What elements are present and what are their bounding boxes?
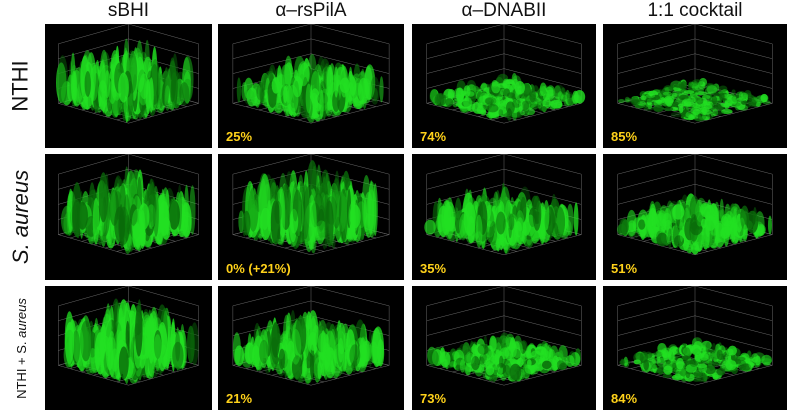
percent-reduction-label: 25% <box>226 129 253 144</box>
column-header-anti-rspila: α–rsPilA <box>275 0 347 21</box>
micrograph-panel: 74% <box>412 24 596 148</box>
biofilm-3d-render <box>232 24 390 124</box>
percent-reduction-label: 35% <box>420 261 447 276</box>
biofilm-mass <box>238 160 378 254</box>
row-label-text: NTHI + S. aureus <box>13 297 29 399</box>
biofilm-mass <box>232 309 385 385</box>
micrograph-panel: 35% <box>412 154 596 280</box>
micrograph-panel: 85% <box>603 24 787 148</box>
percent-reduction-label: 84% <box>611 391 638 406</box>
column-header-anti-dnabii: α–DNABII <box>461 0 547 21</box>
row-label-s-aureus: S. aureus <box>0 154 42 280</box>
percent-reduction-label: 21% <box>226 391 253 406</box>
biofilm-mass <box>56 38 194 123</box>
biofilm-3d-render <box>56 24 199 124</box>
biofilm-mass <box>429 72 586 121</box>
percent-reduction-label: 85% <box>611 129 638 144</box>
row-label-nthi: NTHI <box>0 24 42 148</box>
biofilm-3d-render <box>424 154 582 256</box>
biofilm-3d-render <box>58 154 199 256</box>
biofilm-mass <box>424 182 579 254</box>
micrograph-panel <box>45 286 212 410</box>
biofilm-mass <box>427 332 582 383</box>
micrograph-panel: 0% (+21%) <box>218 154 404 280</box>
biofilm-3d-render <box>616 154 773 256</box>
biofilm-mass <box>60 166 196 255</box>
biofilm-mass <box>617 77 771 122</box>
biofilm-mass <box>616 193 773 255</box>
micrograph-panel <box>45 154 212 280</box>
column-header-cocktail: 1:1 cocktail <box>647 0 743 21</box>
biofilm-3d-render <box>617 24 773 124</box>
biofilm-3d-render <box>232 286 390 386</box>
biofilm-3d-render <box>58 286 199 386</box>
biofilm-mass <box>236 53 384 123</box>
biofilm-mass <box>619 337 773 383</box>
biofilm-3d-render <box>617 286 773 386</box>
micrograph-panel: 84% <box>603 286 787 410</box>
biofilm-3d-render <box>426 24 586 124</box>
micrograph-panel <box>45 24 212 148</box>
micrograph-panel: 51% <box>603 154 787 280</box>
row-label-nthi-plus-s-aureus: NTHI + S. aureus <box>0 286 42 410</box>
percent-reduction-label: 73% <box>420 391 447 406</box>
biofilm-3d-render <box>232 154 390 256</box>
row-label-text: NTHI <box>8 60 34 112</box>
percent-reduction-label: 0% (+21%) <box>226 261 291 276</box>
column-header-sbhi: sBHI <box>107 0 150 21</box>
biofilm-3d-render <box>426 286 582 386</box>
micrograph-panel: 73% <box>412 286 596 410</box>
row-label-text: S. aureus <box>8 169 33 265</box>
micrograph-panel: 21% <box>218 286 404 410</box>
biofilm-mass <box>63 298 199 385</box>
percent-reduction-label: 74% <box>420 129 447 144</box>
micrograph-panel: 25% <box>218 24 404 148</box>
percent-reduction-label: 51% <box>611 261 638 276</box>
